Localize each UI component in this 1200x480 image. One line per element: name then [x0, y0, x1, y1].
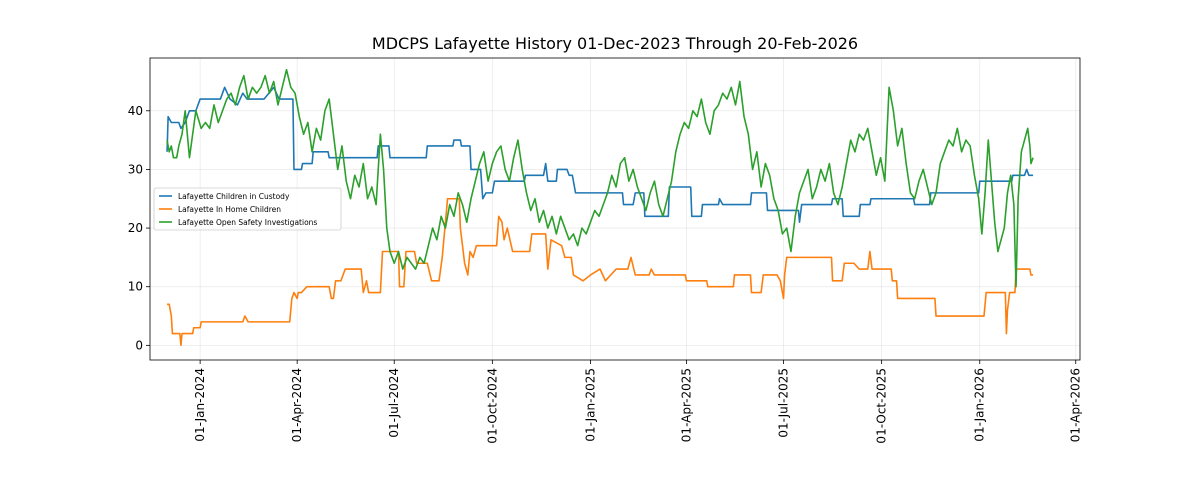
x-tick-label: 01-Apr-2025: [679, 368, 693, 442]
x-tick-label: 01-Jan-2026: [973, 368, 987, 442]
y-tick-label: 10: [128, 280, 143, 294]
legend-label-1: Lafayette Children in Custody: [178, 192, 290, 201]
x-tick-label: 01-Oct-2024: [485, 368, 499, 444]
series-lines: [166, 68, 1034, 347]
y-tick-label: 40: [128, 104, 143, 118]
axes: 0 10 20 30 40 01-Jan-2024 01-Apr-2024 01-Jul-20…: [128, 104, 1083, 444]
series-line-3: [166, 68, 1034, 288]
x-tick-label: 01-Jan-2025: [583, 368, 597, 442]
x-tick-label: 01-Apr-2024: [290, 368, 304, 442]
chart-title: MDCPS Lafayette History 01-Dec-2023 Thro…: [372, 34, 858, 53]
series-line-1: [166, 86, 1034, 223]
x-tick-label: 01-Oct-2025: [875, 368, 889, 444]
plot-frame: [149, 57, 1081, 361]
y-tick-label: 20: [128, 221, 143, 235]
x-tick-label: 01-Jul-2025: [777, 368, 791, 438]
legend: Lafayette Children in Custody Lafayette I…: [153, 187, 342, 231]
x-tick-label: 01-Apr-2026: [1069, 368, 1083, 442]
y-tick-label: 30: [128, 162, 143, 176]
x-tick-label: 01-Jan-2024: [193, 368, 207, 442]
y-tick-label: 0: [135, 338, 143, 352]
legend-label-3: Lafayette Open Safety Investigations: [178, 218, 317, 227]
x-tick-label: 01-Jul-2024: [387, 368, 401, 438]
series-line-2: [167, 197, 1034, 347]
legend-label-2: Lafayette In Home Children: [178, 205, 281, 214]
legend-box: [153, 187, 342, 231]
